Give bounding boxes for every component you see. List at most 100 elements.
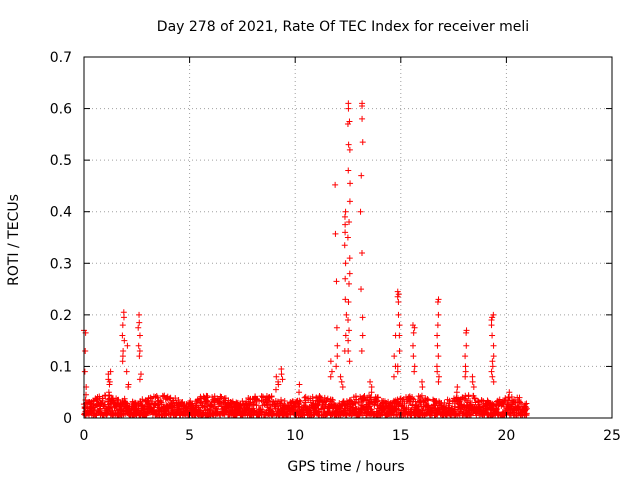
spike-point [334,342,341,349]
spike-point [334,353,341,360]
background-point [405,404,412,411]
spike-point [332,181,339,188]
background-point [204,393,211,400]
background-point [155,398,162,405]
spike-point [120,314,127,321]
spike-point [136,332,143,339]
spike-point [346,255,353,262]
spike-point [342,275,349,282]
background-point [268,393,275,400]
spike-point [345,347,352,354]
spike-point [121,337,128,344]
y-tick-label: 0.1 [50,359,72,375]
spike-point [463,329,470,336]
spike-point [409,342,416,349]
spike-point [396,332,403,339]
background-point [210,404,217,411]
spike-point [346,270,353,277]
spike-point [488,368,495,375]
background-point [420,407,427,414]
background-point [139,396,146,403]
background-point [302,403,309,410]
spike-point [514,404,521,411]
spike-point [337,373,344,380]
spike-point [489,363,496,370]
spike-point [506,394,513,401]
spike-point [344,234,351,241]
spike-point [394,288,401,295]
spike-point [395,311,402,318]
y-tick-label: 0.2 [50,308,72,324]
spike-point [342,260,349,267]
spike-point [105,376,112,383]
spike-point [341,242,348,249]
background-point [494,405,501,412]
spike-point [359,139,366,146]
spike-point [119,358,126,365]
spike-point [136,353,143,360]
spike-point [367,378,374,385]
x-tick-label: 25 [603,428,621,444]
background-point [189,400,196,407]
spike-point [120,347,127,354]
background-point [522,401,529,408]
spike-point [462,363,469,370]
background-point [367,394,374,401]
background-point [132,399,139,406]
background-point [502,396,509,403]
background-point [352,400,359,407]
x-tick-label: 20 [497,428,515,444]
background-point [446,397,453,404]
spike-point [517,399,524,406]
spike-point [272,386,279,393]
background-point [166,395,173,402]
spike-point [434,298,441,305]
spike-point [411,324,418,331]
y-tick-label: 0.4 [50,205,72,221]
background-point [93,412,100,419]
spike-point [346,219,353,226]
spike-point [136,347,143,354]
spike-point [434,322,441,329]
spike-point [490,353,497,360]
background-point [296,397,303,404]
spike-point [390,373,397,380]
spike-point [327,358,334,365]
spike-point [435,353,442,360]
spike-point [275,381,282,388]
spike-point [342,208,349,215]
spike-point [489,373,496,380]
background-point [523,410,530,417]
spike-point [435,373,442,380]
spike-point [341,213,348,220]
spike-point [489,314,496,321]
background-point [329,396,336,403]
spike-point [327,373,334,380]
spike-point [328,368,335,375]
spike-point [345,317,352,324]
background-point [329,397,336,404]
spike-point [435,378,442,385]
spike-point [81,368,88,375]
spike-point [434,368,441,375]
y-tick-label: 0 [63,411,72,427]
y-tick-label: 0.7 [50,50,72,66]
spike-point [469,373,476,380]
spike-point [488,322,495,329]
spike-point [396,347,403,354]
background-point [454,395,461,402]
spike-point [342,221,349,228]
background-point [99,395,106,402]
background-point [154,394,161,401]
background-point [96,406,103,413]
x-axis-label: GPS time / hours [287,459,404,475]
spike-point [296,389,303,396]
spike-point [346,198,353,205]
background-point [324,395,331,402]
spike-point [395,298,402,305]
spike-point [279,376,286,383]
plot-frame [83,56,613,419]
y-tick-label: 0.5 [50,153,72,169]
